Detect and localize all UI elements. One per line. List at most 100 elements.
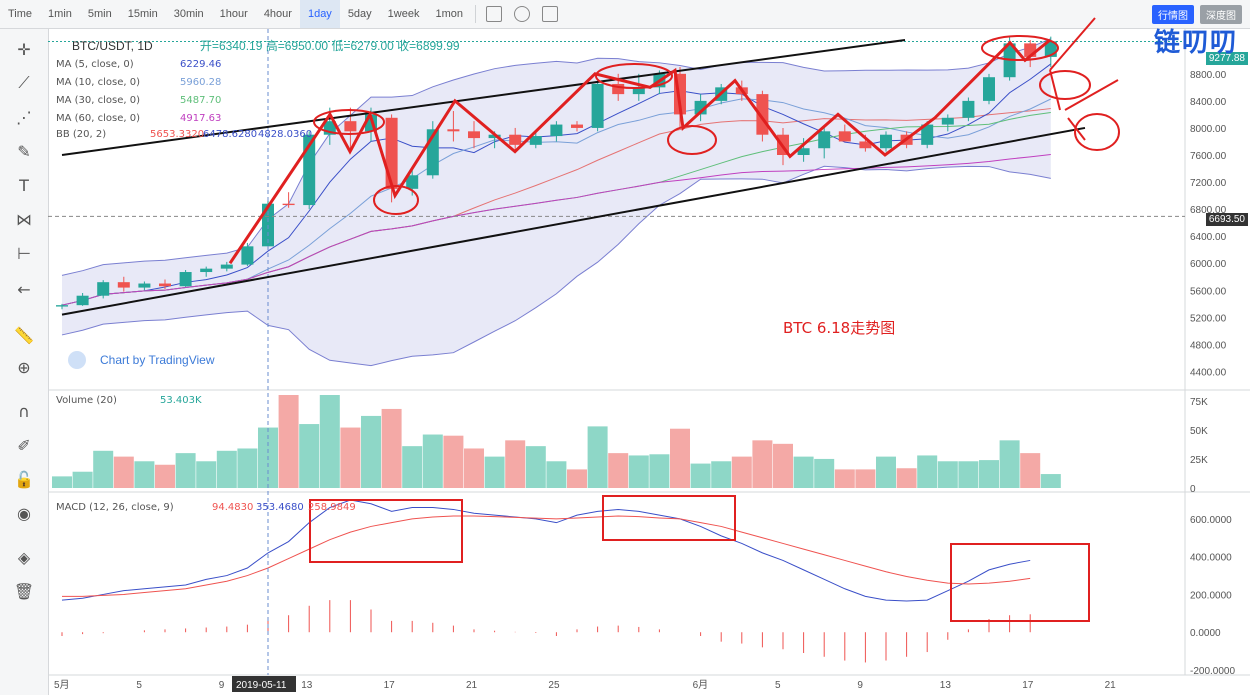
pattern-icon[interactable]: ⋈ (16, 209, 32, 229)
eye-icon[interactable]: ◉ (17, 503, 31, 523)
candlesticks (56, 36, 1057, 310)
chart-annotation-title: BTC 6.18走势图 (783, 319, 895, 337)
back-arrow-icon[interactable]: ← (17, 279, 31, 299)
candle-body (880, 134, 892, 149)
ma5-value: 6229.46 (180, 59, 221, 70)
volume-bar (299, 424, 320, 488)
tb-4hour[interactable]: 4hour (263, 8, 292, 20)
measure-icon[interactable]: ⊢ (17, 243, 31, 263)
volume-tick-label: 0 (1190, 484, 1196, 495)
tab-depth-chart[interactable]: 深度图 (1200, 5, 1242, 24)
trash-icon[interactable]: 🗑 (13, 581, 35, 601)
crosshair-date-bg (232, 676, 296, 692)
volume-tick-label: 50K (1190, 426, 1208, 437)
bb-value-basis: 5653.3320 (150, 129, 204, 140)
candle-body (159, 283, 171, 287)
chart-type-icon[interactable] (486, 6, 502, 22)
volume-bar (711, 461, 732, 488)
volume-bar (752, 440, 773, 488)
fullscreen-icon[interactable] (542, 6, 558, 22)
candle-body (97, 282, 110, 296)
toolbar-divider (475, 5, 476, 23)
ma10-value: 5960.28 (180, 77, 221, 88)
layers-icon[interactable]: ◈ (17, 547, 31, 567)
candle-body (797, 148, 810, 155)
lower-trendline (61, 126, 1086, 316)
magnet-icon[interactable]: ∩ (18, 401, 30, 421)
ma10-label: MA (10, close, 0) (56, 77, 140, 88)
macd-tick-label: 200.0000 (1190, 590, 1232, 601)
volume-bar (319, 395, 340, 488)
volume-bar (155, 464, 175, 488)
tb-30min[interactable]: 30min (173, 8, 204, 20)
tb-15min[interactable]: 15min (127, 8, 158, 20)
candle-body (941, 117, 954, 125)
lock-icon[interactable]: 🔓 (14, 469, 34, 489)
volume-label: Volume (20) (56, 395, 117, 406)
time-tick-label: 21 (1105, 680, 1117, 691)
candle-body (612, 83, 625, 95)
macd-tick-label: 400.0000 (1190, 553, 1232, 564)
macd-label: MACD (12, 26, close, 9) (56, 502, 174, 513)
brush-icon[interactable]: ✎ (17, 141, 31, 161)
volume-bar (361, 415, 381, 488)
ma30-label: MA (30, close, 0) (56, 95, 140, 106)
candle-body (529, 136, 542, 145)
volume-bar (690, 463, 711, 488)
volume-bar (649, 454, 670, 488)
macd-signal-line (62, 515, 1031, 597)
annotations (61, 17, 1120, 622)
tb-1mon[interactable]: 1mon (435, 8, 463, 20)
candle-body (282, 203, 295, 206)
volume-tick-label: 25K (1190, 455, 1208, 466)
tb-5min[interactable]: 5min (87, 8, 112, 20)
volume-bar (237, 448, 258, 488)
volume-bar (979, 460, 999, 488)
time-tick-label: 17 (1022, 680, 1034, 691)
volume-tick-label: 75K (1190, 397, 1208, 408)
volume-bar (896, 468, 917, 488)
upper-trendline (61, 39, 906, 156)
time-tick-label: 17 (384, 680, 396, 691)
candle-body (550, 124, 563, 137)
macd-value-line: 353.4680 (256, 502, 304, 513)
timeframe-toolbar: Time 1min 5min 15min 30min 1hour 4hour 1… (0, 0, 1250, 29)
tb-1min[interactable]: 1min (48, 8, 72, 20)
projection-arrow (1064, 79, 1119, 111)
zoom-in-icon[interactable]: ⊕ (17, 357, 31, 377)
tb-5day[interactable]: 5day (347, 8, 372, 20)
lock-drawing-icon[interactable]: ✐ (17, 435, 31, 455)
time-tick-label: 5 (775, 680, 781, 691)
axes: 4400.00 4800.00 5200.00 5600.00 6000.00 6400.… (48, 29, 1235, 692)
candle-body (447, 129, 460, 132)
fib-icon[interactable]: ⋰ (16, 107, 32, 127)
time-tick-label: 5月 (54, 679, 70, 691)
highlight-ellipse (1074, 113, 1120, 151)
volume-bar (72, 471, 93, 488)
candle-body (591, 83, 604, 128)
ma30-value: 5487.70 (180, 95, 221, 106)
settings-icon[interactable] (514, 6, 530, 22)
tradingview-credit[interactable]: Chart by TradingView (100, 353, 215, 367)
ruler-icon[interactable]: 📏 (14, 325, 34, 345)
tb-1hour[interactable]: 1hour (219, 8, 248, 20)
tb-1day[interactable]: 1day (299, 0, 340, 28)
trendline-icon[interactable]: ⟋ (18, 73, 30, 92)
time-tick-label: 9 (219, 680, 225, 691)
volume-bar (525, 446, 546, 488)
volume-bar (628, 455, 649, 488)
volume-bar (52, 476, 72, 488)
last-price-tag: 9277.88 (1205, 52, 1248, 65)
ma60-line (61, 153, 1051, 306)
macd-highlight-box (602, 495, 736, 541)
volume-bar (175, 453, 196, 488)
candle-body (509, 134, 522, 145)
tab-market-chart[interactable]: 行情图 (1152, 5, 1194, 24)
text-icon[interactable]: T (19, 175, 29, 195)
ma60-label: MA (60, close, 0) (56, 113, 140, 124)
tb-time[interactable]: Time (8, 8, 33, 20)
tb-1week[interactable]: 1week (387, 8, 420, 20)
volume-bar (113, 456, 134, 488)
crosshair-icon[interactable]: ✛ (17, 39, 31, 59)
